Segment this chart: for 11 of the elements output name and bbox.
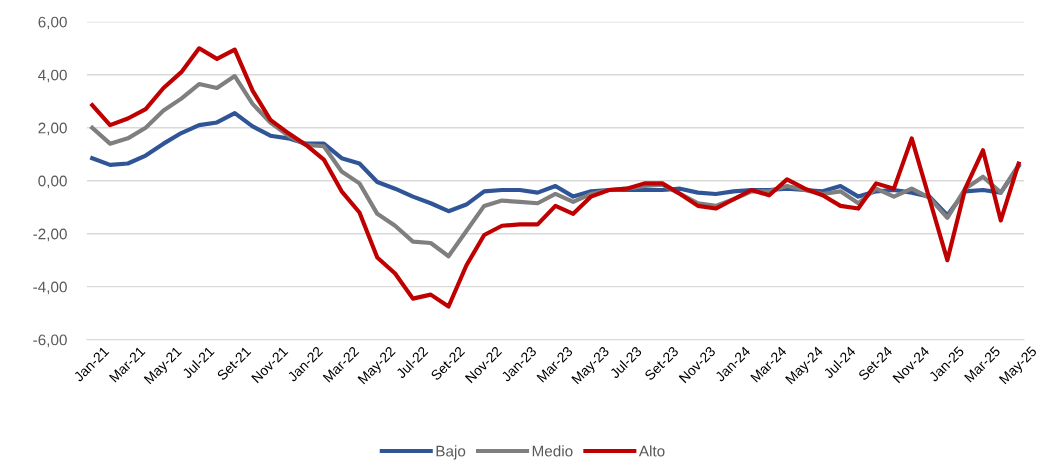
y-tick-label: -6,00 bbox=[33, 334, 67, 348]
y-tick-label: -4,00 bbox=[33, 281, 67, 295]
y-tick-label: 6,00 bbox=[38, 16, 67, 30]
y-tick-label: 0,00 bbox=[38, 175, 67, 189]
y-tick-label: 4,00 bbox=[38, 69, 67, 83]
legend-label: Alto bbox=[638, 445, 665, 457]
y-tick-label: 2,00 bbox=[38, 122, 67, 136]
legend-label: Bajo bbox=[436, 445, 466, 460]
line-series bbox=[90, 46, 1021, 309]
y-tick-label: -2,00 bbox=[33, 228, 67, 242]
legend-label: Medio bbox=[532, 445, 573, 457]
